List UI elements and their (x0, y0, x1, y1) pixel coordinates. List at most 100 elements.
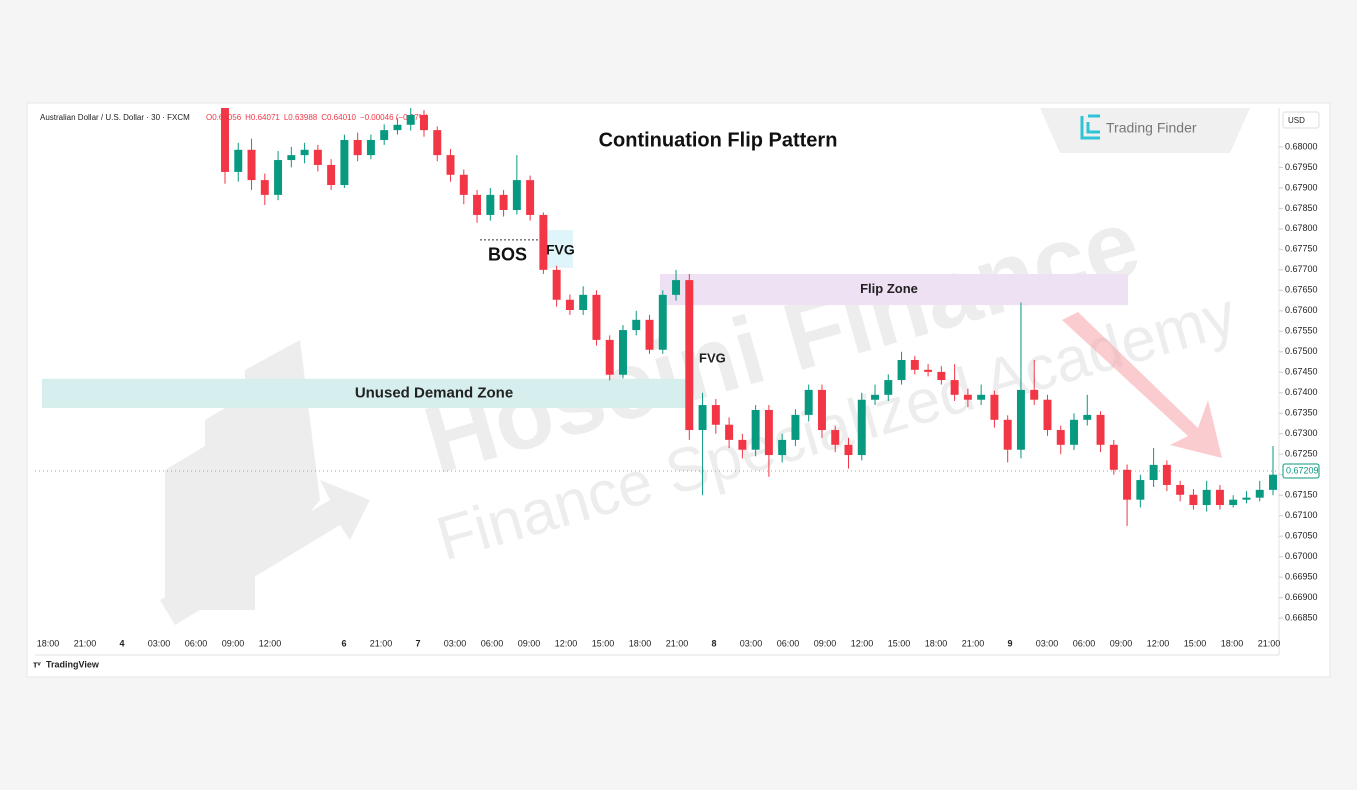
candle-body (897, 359, 906, 381)
candle-body (433, 130, 442, 156)
candle-body (446, 155, 455, 175)
candle-body (539, 214, 548, 270)
currency-box (1282, 111, 1320, 129)
last-price-tag (1282, 463, 1320, 479)
candle-body (1043, 399, 1052, 431)
y-tick-label: 0.67350 (1285, 408, 1318, 418)
candle-body (632, 319, 641, 331)
candle-body (963, 394, 972, 400)
y-tick-label: 0.66900 (1285, 592, 1318, 602)
x-tick-label: 12:00 (259, 638, 282, 648)
x-tick-label: 9 (1007, 638, 1012, 648)
candle-body (313, 149, 322, 165)
x-tick-label: 18:00 (1221, 638, 1244, 648)
candle-body (473, 194, 482, 215)
direction-arrow (1062, 312, 1222, 458)
candle-body (340, 139, 349, 186)
candle-body (910, 359, 919, 370)
x-tick-label: 6 (341, 638, 346, 648)
candle-body (778, 439, 787, 456)
x-tick-label: 12:00 (555, 638, 578, 648)
candle-body (1255, 489, 1264, 498)
x-tick-label: 15:00 (592, 638, 615, 648)
y-tick-label: 0.66850 (1285, 612, 1318, 622)
candle-body (486, 194, 495, 215)
candle-body (618, 330, 627, 375)
candle-body (1123, 469, 1132, 500)
candle-body (605, 339, 614, 375)
candle-body (658, 294, 667, 350)
x-tick-label: 09:00 (222, 638, 245, 648)
candle-body (884, 380, 893, 395)
y-tick-label: 0.67850 (1285, 203, 1318, 213)
x-tick-label: 15:00 (888, 638, 911, 648)
candle-body (1229, 499, 1238, 506)
zone-label: Flip Zone (860, 281, 918, 296)
x-tick-label: 09:00 (1110, 638, 1133, 648)
candle-body (512, 180, 521, 211)
candle-body (1056, 430, 1065, 445)
y-tick-label: 0.67550 (1285, 326, 1318, 336)
candle-body (857, 399, 866, 456)
y-tick-label: 0.67050 (1285, 531, 1318, 541)
candle-body (791, 414, 800, 440)
brand-name: Trading Finder (1106, 120, 1197, 136)
candle-body (234, 149, 243, 172)
y-tick-label: 0.67800 (1285, 223, 1318, 233)
y-tick-label: 0.67600 (1285, 305, 1318, 315)
zone (42, 378, 690, 408)
logo-shape (205, 390, 255, 610)
y-tick-label: 0.67150 (1285, 490, 1318, 500)
candle-body (990, 394, 999, 420)
candle-body (738, 439, 747, 450)
footer-brand: TradingView (46, 659, 100, 669)
symbol-header: Australian Dollar / U.S. Dollar · 30 · F… (40, 113, 190, 122)
x-tick-label: 8 (711, 638, 716, 648)
candle-body (1162, 464, 1171, 485)
candle-body (287, 155, 296, 161)
y-tick-label: 0.67250 (1285, 449, 1318, 459)
candle-body (950, 380, 959, 395)
candle-body (1202, 489, 1211, 506)
candle-body (579, 294, 588, 311)
candle-body (1269, 474, 1277, 490)
x-tick-label: 03:00 (740, 638, 763, 648)
x-tick-label: 21:00 (962, 638, 985, 648)
candle-body (817, 389, 826, 431)
candle-body (831, 430, 840, 445)
x-tick-label: 03:00 (148, 638, 171, 648)
candle-body (221, 108, 229, 172)
currency: USD (1288, 116, 1305, 125)
candle-body (1215, 489, 1224, 506)
candle-body (924, 369, 933, 372)
chart-title: Continuation Flip Pattern (599, 129, 838, 151)
x-tick-label: 15:00 (1184, 638, 1207, 648)
candle-body (1083, 414, 1092, 420)
ohlc-value: H0.64071 (245, 113, 280, 122)
candle-body (459, 174, 468, 195)
logo-shape (165, 440, 215, 610)
y-tick-label: 0.66950 (1285, 572, 1318, 582)
candle-body (366, 139, 375, 156)
candle-body (327, 164, 336, 186)
x-tick-label: 18:00 (629, 638, 652, 648)
candle-body (937, 371, 946, 381)
footer-logo: ᴛᵛ (33, 659, 41, 669)
x-tick-label: 06:00 (777, 638, 800, 648)
x-tick-label: 21:00 (74, 638, 97, 648)
y-tick-label: 0.67650 (1285, 285, 1318, 295)
y-tick-label: 0.67300 (1285, 428, 1318, 438)
y-tick-label: 0.67450 (1285, 367, 1318, 377)
candle-body (804, 389, 813, 415)
candle-body (711, 405, 720, 425)
y-tick-label: 0.67100 (1285, 510, 1318, 520)
brand-badge (1040, 108, 1250, 153)
candle-body (1242, 497, 1251, 500)
x-tick-label: 06:00 (1073, 638, 1096, 648)
candle-body (260, 180, 269, 195)
y-tick-label: 0.67000 (1285, 551, 1318, 561)
candle-body (353, 139, 362, 156)
candle-body (393, 124, 402, 131)
